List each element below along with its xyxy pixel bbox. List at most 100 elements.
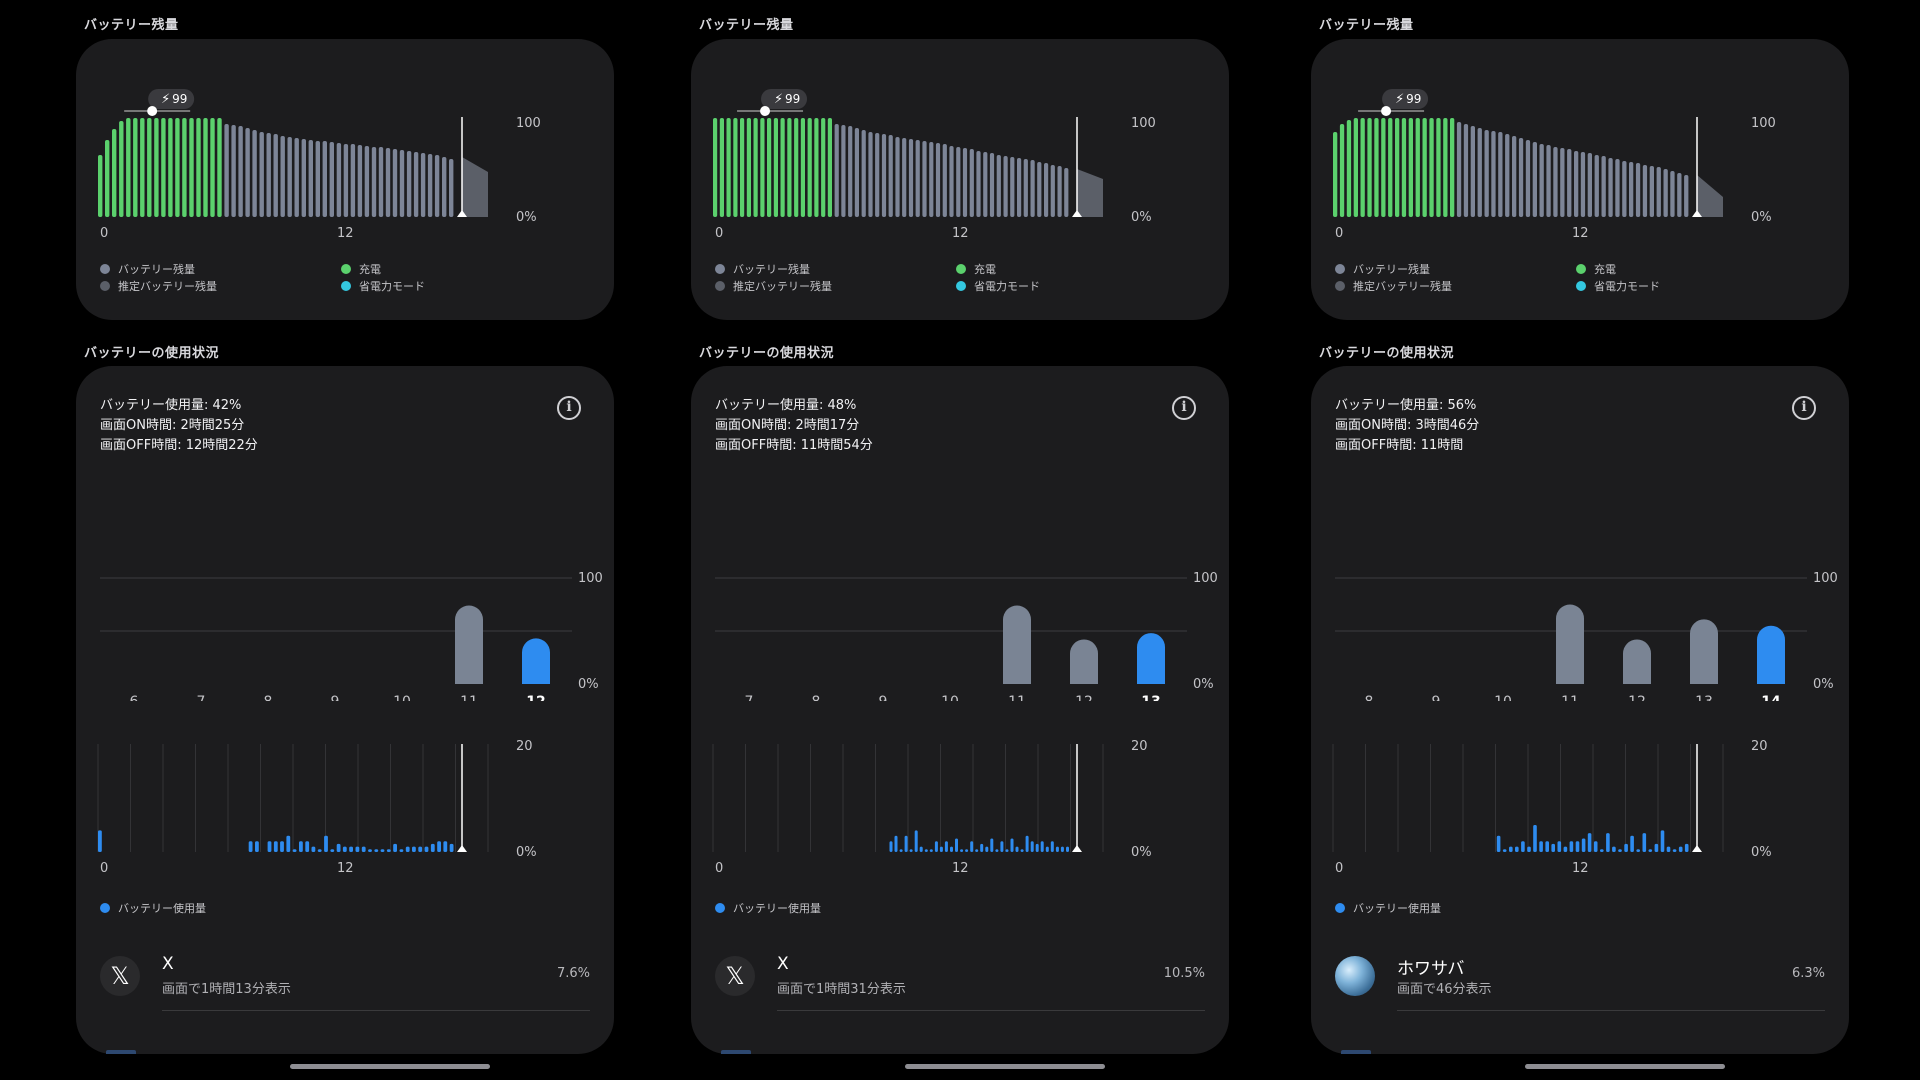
globe-icon: [1335, 956, 1375, 996]
legend-dot: [715, 281, 725, 291]
hourly-usage-bar: [437, 841, 441, 852]
daily-usage-bar-base: [1757, 670, 1785, 684]
hourly-usage-chart: 20 0% 0 12: [1332, 739, 1772, 876]
hourly-usage-bar: [430, 843, 435, 852]
hourly-usage-bar: [1636, 849, 1640, 852]
info-icon[interactable]: i: [1792, 396, 1816, 420]
battery-level-bar: [1017, 158, 1022, 217]
x-axis-tick-label: 0: [1335, 226, 1343, 241]
y-axis-max-label: 20: [1131, 739, 1148, 754]
battery-level-bar: [807, 118, 812, 217]
legend-dot: [1576, 264, 1586, 274]
y-axis-min-label: 0%: [516, 845, 537, 860]
battery-level-bar: [1635, 163, 1641, 217]
home-indicator[interactable]: [1525, 1064, 1725, 1069]
hourly-usage-chart: 20 0% 0 12: [97, 739, 537, 876]
battery-level-bar: [726, 118, 731, 217]
app-usage-row[interactable]: 𝕏 X 画面で1時間31分表示 10.5%: [715, 954, 1205, 1016]
battery-level-bar: [154, 118, 159, 217]
hourly-usage-bar: [1593, 841, 1598, 852]
info-icon[interactable]: i: [557, 396, 581, 420]
estimated-level-area: [1077, 169, 1103, 217]
battery-level-bar: [1346, 120, 1352, 217]
daily-usage-chart[interactable]: 100 0% 8 9 10 11 12 13 14: [1327, 516, 1837, 701]
daily-usage-bar-base: [1556, 670, 1584, 684]
hourly-usage-bar: [292, 849, 297, 852]
screen-on-time: 画面ON時間: 3時間46分: [1335, 418, 1480, 433]
hourly-usage-bar: [1551, 843, 1555, 852]
shield-icon: [1381, 106, 1392, 116]
battery-level-bar: [935, 143, 941, 217]
battery-level-bar: [1470, 126, 1475, 217]
hourly-usage-bar: [1496, 835, 1501, 852]
battery-level-bar: [385, 148, 391, 217]
hourly-usage-bar: [1015, 846, 1019, 852]
hourly-usage-bar: [1020, 849, 1024, 852]
battery-level-bar: [231, 125, 236, 217]
x-axis-day-label: 7: [745, 694, 754, 701]
hourly-usage-bar: [418, 846, 423, 852]
battery-level-bar: [753, 118, 758, 217]
daily-usage-bar-base: [1003, 670, 1031, 684]
battery-level-bar: [98, 155, 103, 217]
battery-usage-title: バッテリーの使用状況: [1319, 346, 1455, 361]
hourly-usage-bar: [361, 846, 366, 852]
battery-level-bar: [413, 152, 419, 217]
home-indicator[interactable]: [290, 1064, 490, 1069]
legend-power-saving: 省電力モード: [1576, 278, 1660, 294]
battery-level-bar: [203, 118, 208, 217]
daily-usage-chart[interactable]: 100 0% 6 7 8 9 10 11 12: [92, 516, 602, 701]
app-usage-percent: 10.5%: [1163, 966, 1205, 981]
battery-level-bar: [861, 130, 866, 217]
battery-usage-title: バッテリーの使用状況: [84, 346, 220, 361]
y-axis-max-label: 100: [578, 571, 602, 586]
legend-label: 省電力モード: [1594, 280, 1660, 293]
app-usage-row[interactable]: ホワサバ 画面で46分表示 6.3%: [1335, 956, 1825, 1016]
info-icon[interactable]: i: [1172, 396, 1196, 420]
home-indicator[interactable]: [905, 1064, 1105, 1069]
battery-level-bar: [1663, 169, 1668, 217]
lightning-icon: ⚡: [161, 92, 170, 107]
hourly-usage-bar: [405, 846, 410, 852]
battery-usage-card: バッテリー使用量: 48% 画面ON時間: 2時間17分 画面OFF時間: 11…: [691, 366, 1229, 1054]
legend-battery-level: バッテリー残量: [715, 261, 810, 277]
battery-level-bar: [189, 118, 194, 217]
battery-level-bar: [1615, 159, 1620, 217]
legend-dot: [1576, 281, 1586, 291]
battery-level-bar: [1498, 132, 1503, 217]
battery-level-bar: [956, 147, 961, 217]
x-axis-tick-label: 0: [1335, 861, 1343, 876]
battery-level-bar: [308, 140, 313, 217]
battery-level-bar: [794, 118, 799, 217]
daily-usage-bar: [1757, 625, 1785, 684]
battery-level-bar: [105, 140, 110, 217]
battery-level-bar: [1003, 156, 1008, 217]
battery-level-bar: [895, 137, 900, 217]
hourly-usage-bar: [960, 849, 964, 852]
hourly-usage-bar: [904, 835, 908, 852]
battery-level-bar: [280, 136, 285, 217]
battery-level-bar: [915, 140, 920, 217]
legend-dot: [100, 903, 110, 913]
battery-level-bar: [196, 118, 201, 217]
legend-dot: [1335, 281, 1345, 291]
hourly-usage-bar: [939, 846, 943, 852]
hourly-usage-bar: [1545, 841, 1549, 852]
battery-level-bar: [1388, 118, 1393, 217]
battery-level-bar: [1422, 118, 1427, 217]
daily-usage-chart[interactable]: 100 0% 7 8 9 10 11 12 13: [707, 516, 1217, 701]
hourly-usage-bar: [1010, 838, 1014, 852]
battery-level-bar: [1574, 151, 1579, 217]
battery-level-bar: [1518, 138, 1524, 217]
battery-level-bar: [854, 128, 859, 217]
hourly-usage-bar: [1624, 843, 1628, 852]
x-axis-tick-label: 0: [100, 861, 108, 876]
x-axis-day-label: 12: [526, 694, 545, 701]
battery-level-bar: [427, 154, 433, 217]
y-axis-max-label: 100: [1751, 116, 1776, 131]
app-screen-time: 画面で46分表示: [1397, 982, 1492, 997]
battery-level-bar: [1360, 118, 1365, 217]
current-time-marker: [1072, 845, 1082, 852]
app-usage-row[interactable]: 𝕏 X 画面で1時間13分表示 7.6%: [100, 954, 590, 1016]
battery-level-bar: [922, 141, 927, 217]
